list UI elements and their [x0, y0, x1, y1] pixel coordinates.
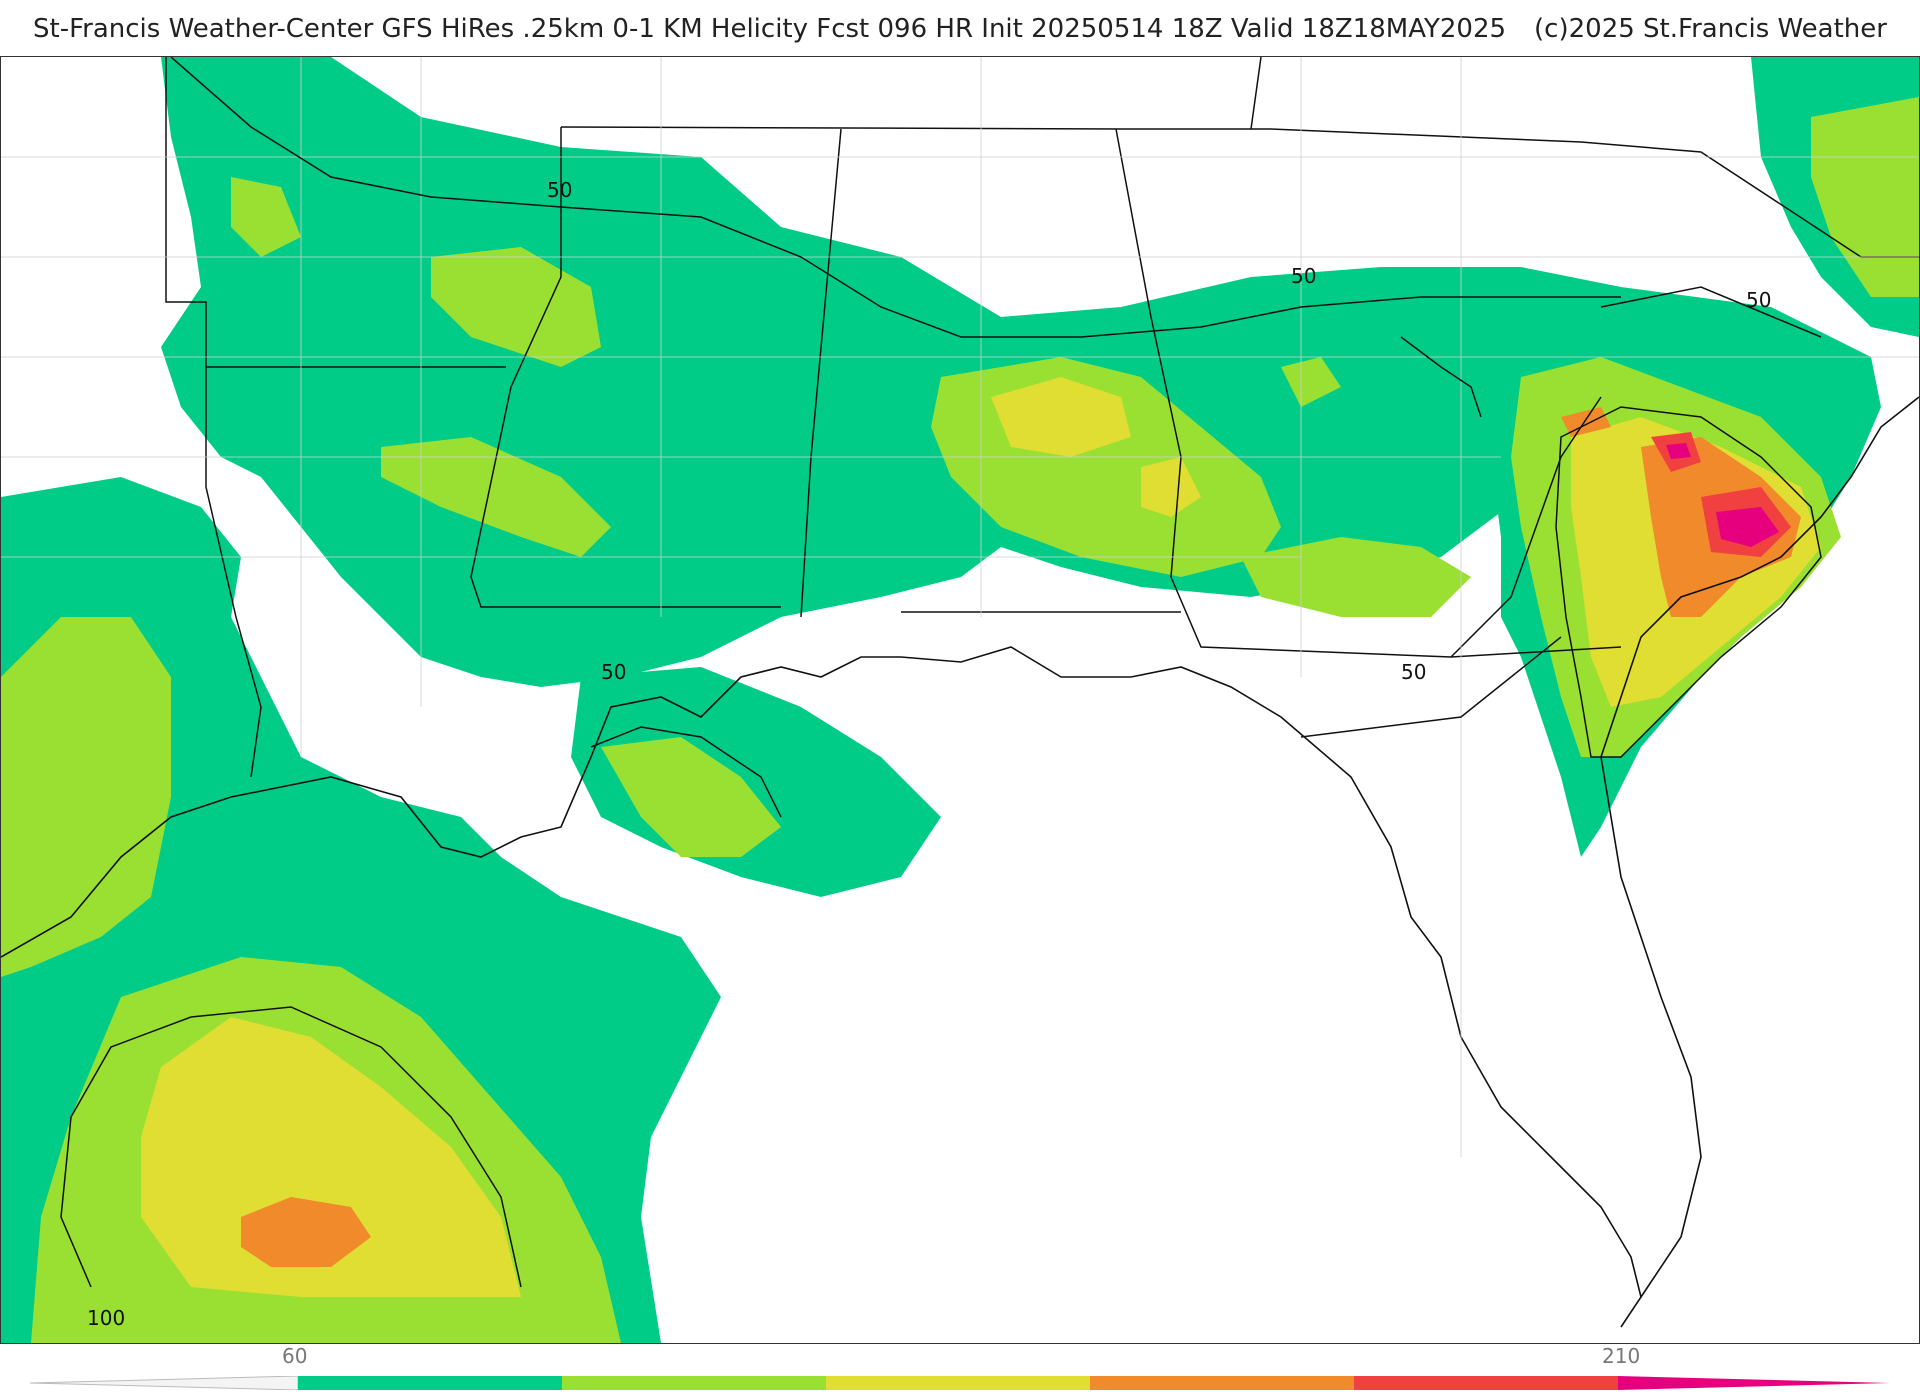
contour-50-gulf: [590, 726, 782, 818]
contour-label-5: 50: [1401, 660, 1426, 684]
orange-carolinas-west: [1561, 407, 1611, 437]
colorbar-label-60: 60: [282, 1344, 308, 1368]
magenta-carolinas: [1716, 507, 1779, 547]
contour-label-2: 50: [1291, 264, 1316, 288]
helicity-band-210: [1666, 443, 1779, 547]
colorbar-swatch-4: [1090, 1376, 1354, 1390]
helicity-contours: [60, 57, 1822, 1288]
colorbar-swatch-2: [562, 1376, 826, 1390]
contour-labels: 50 50 50 50 50 100: [87, 178, 1771, 1330]
contour-50-nc: [1600, 286, 1822, 338]
map-frame[interactable]: 50 50 50 50 50 100: [0, 56, 1920, 1344]
lightgreen-arkansas: [231, 177, 301, 257]
magenta-carolinas-north: [1666, 443, 1691, 459]
lightgreen-texas: [1, 617, 171, 977]
colorbar: [30, 1376, 1890, 1390]
border-arkansas: [165, 57, 506, 368]
lightgreen-mississippi-north: [431, 247, 601, 367]
lightgreen-tennessee: [1281, 357, 1341, 407]
lightgreen-northeast: [1811, 97, 1919, 297]
colorbar-label-210: 210: [1602, 1344, 1641, 1368]
colorbar-swatch-1: [298, 1376, 562, 1390]
map-title: St-Francis Weather-Center GFS HiRes .25k…: [0, 14, 1920, 54]
gulf-coastline: [1, 646, 1642, 1328]
contour-label-1: 50: [547, 178, 572, 202]
contour-50-south: [1300, 636, 1562, 738]
orange-gulf-sw: [241, 1197, 371, 1267]
contour-100-carolinas: [1555, 406, 1822, 758]
contour-label-4: 50: [601, 660, 626, 684]
coastline: [1, 396, 1919, 1328]
lightgreen-mississippi: [381, 437, 611, 557]
atlantic-coastline: [1600, 396, 1919, 1298]
contour-100-gulf: [60, 1006, 522, 1288]
copyright-text: (c)2025 St.Francis Weather: [1534, 14, 1887, 44]
contour-label-6: 100: [87, 1306, 125, 1330]
border-tennessee-south: [560, 126, 1122, 130]
colorbar-low-arrow: [30, 1376, 299, 1390]
contour-50-north: [170, 57, 1621, 338]
yellow-georgia-west: [1141, 457, 1201, 517]
yellow-alabama: [991, 377, 1131, 457]
contour-label-3: 50: [1746, 288, 1771, 312]
border-mississippi-river: [470, 127, 781, 608]
colorbar-swatch-3: [826, 1376, 1090, 1390]
yellow-gulf-sw: [141, 1017, 521, 1297]
helicity-map[interactable]: 50 50 50 50 50 100: [1, 57, 1919, 1343]
lightgreen-gulf-central: [601, 737, 781, 857]
border-kentucky: [1250, 57, 1262, 130]
colorbar-swatch-5: [1354, 1376, 1618, 1390]
colorbar-high-arrow: [1618, 1376, 1890, 1390]
border-texas-louisiana: [205, 367, 262, 778]
title-text: St-Francis Weather-Center GFS HiRes .25k…: [33, 14, 1507, 44]
contour-50-tennessee: [1400, 336, 1482, 418]
